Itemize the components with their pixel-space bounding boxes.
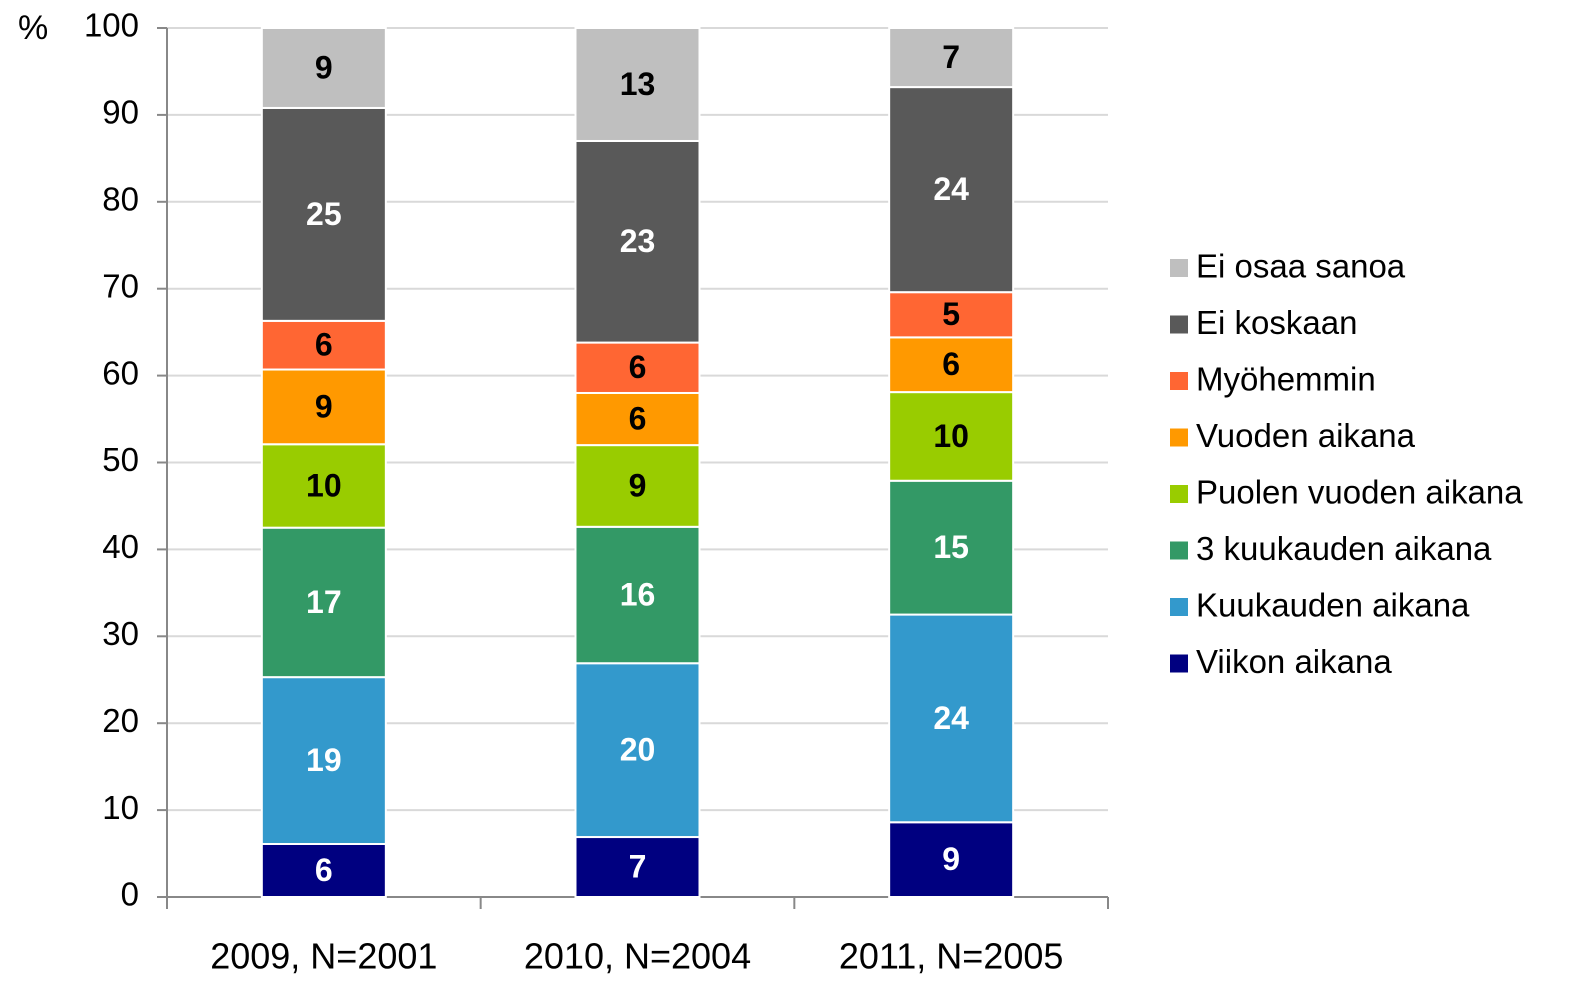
data-label: 19 bbox=[306, 742, 342, 778]
legend-label: Viikon aikana bbox=[1196, 643, 1392, 680]
bar-segment bbox=[574, 444, 701, 528]
x-tick-label: 2010, N=2004 bbox=[524, 936, 751, 977]
bar-segment bbox=[260, 106, 387, 322]
legend-label: 3 kuukauden aikana bbox=[1196, 530, 1492, 567]
y-axis-label: % bbox=[18, 9, 48, 47]
bar-segment bbox=[888, 821, 1015, 898]
y-tick-label: 10 bbox=[102, 789, 139, 826]
bar-segment bbox=[574, 27, 701, 142]
bar-segment bbox=[888, 86, 1015, 294]
bar-segment bbox=[888, 336, 1015, 394]
y-tick-label: 70 bbox=[102, 267, 139, 304]
x-tick-label: 2011, N=2005 bbox=[839, 936, 1064, 977]
data-label: 10 bbox=[933, 418, 969, 454]
data-label: 9 bbox=[942, 841, 960, 877]
data-label: 6 bbox=[315, 852, 333, 888]
bar-segment bbox=[574, 525, 701, 665]
bar-segment bbox=[888, 291, 1015, 339]
data-label: 9 bbox=[315, 388, 333, 424]
y-tick-label: 100 bbox=[84, 7, 139, 44]
y-tick-label: 20 bbox=[102, 702, 139, 739]
bar-segment bbox=[574, 836, 701, 898]
data-label: 6 bbox=[315, 327, 333, 363]
bar-segment bbox=[574, 391, 701, 447]
y-tick-label: 80 bbox=[102, 181, 139, 218]
legend-label: Kuukauden aikana bbox=[1196, 587, 1470, 624]
legend-swatch bbox=[1170, 541, 1188, 560]
bar-segment bbox=[260, 676, 387, 845]
y-tick-label: 90 bbox=[102, 94, 139, 131]
bar-segment bbox=[260, 368, 387, 446]
data-label: 9 bbox=[629, 467, 647, 503]
bar-segment bbox=[574, 662, 701, 839]
legend-swatch bbox=[1170, 485, 1188, 503]
y-tick-label: 60 bbox=[102, 354, 139, 391]
data-label: 6 bbox=[942, 346, 960, 382]
data-label: 9 bbox=[315, 49, 333, 85]
data-label: 6 bbox=[629, 349, 647, 385]
bar-segment bbox=[574, 341, 701, 394]
legend-swatch bbox=[1170, 372, 1188, 390]
data-label: 6 bbox=[629, 401, 647, 437]
legend-swatch bbox=[1170, 654, 1188, 673]
data-label: 20 bbox=[620, 732, 656, 768]
data-label: 15 bbox=[933, 529, 969, 565]
data-label: 13 bbox=[620, 66, 656, 102]
data-label: 10 bbox=[306, 467, 342, 503]
data-label: 17 bbox=[306, 584, 342, 620]
data-label: 7 bbox=[942, 39, 960, 75]
bar-segment bbox=[260, 842, 387, 899]
legend-swatch bbox=[1170, 428, 1188, 447]
legend-label: Ei koskaan bbox=[1196, 304, 1357, 341]
data-label: 23 bbox=[620, 223, 656, 259]
legend-swatch bbox=[1170, 259, 1188, 277]
x-tick-label: 2009, N=2001 bbox=[210, 936, 437, 977]
legend-label: Myöhemmin bbox=[1196, 361, 1376, 398]
legend-swatch bbox=[1170, 598, 1188, 616]
y-tick-label: 50 bbox=[102, 441, 139, 478]
bar-segment bbox=[260, 27, 387, 109]
legend-label: Ei osaa sanoa bbox=[1196, 248, 1406, 285]
bar-segment bbox=[260, 443, 387, 529]
bar-segment bbox=[260, 526, 387, 679]
data-label: 16 bbox=[620, 576, 656, 612]
legend-swatch bbox=[1170, 315, 1188, 334]
data-label: 25 bbox=[306, 196, 342, 232]
data-label: 24 bbox=[933, 171, 969, 207]
data-label: 24 bbox=[933, 700, 969, 736]
bar-segment bbox=[888, 27, 1015, 89]
y-tick-label: 0 bbox=[121, 876, 139, 913]
data-label: 7 bbox=[629, 848, 647, 884]
bar-segment bbox=[260, 319, 387, 371]
legend-label: Puolen vuoden aikana bbox=[1196, 474, 1523, 511]
data-label: 5 bbox=[942, 296, 960, 332]
legend-label: Vuoden aikana bbox=[1196, 417, 1416, 454]
bar-segment bbox=[888, 391, 1015, 482]
y-tick-label: 30 bbox=[102, 615, 139, 652]
bar-segment bbox=[574, 139, 701, 344]
y-tick-label: 40 bbox=[102, 528, 139, 565]
